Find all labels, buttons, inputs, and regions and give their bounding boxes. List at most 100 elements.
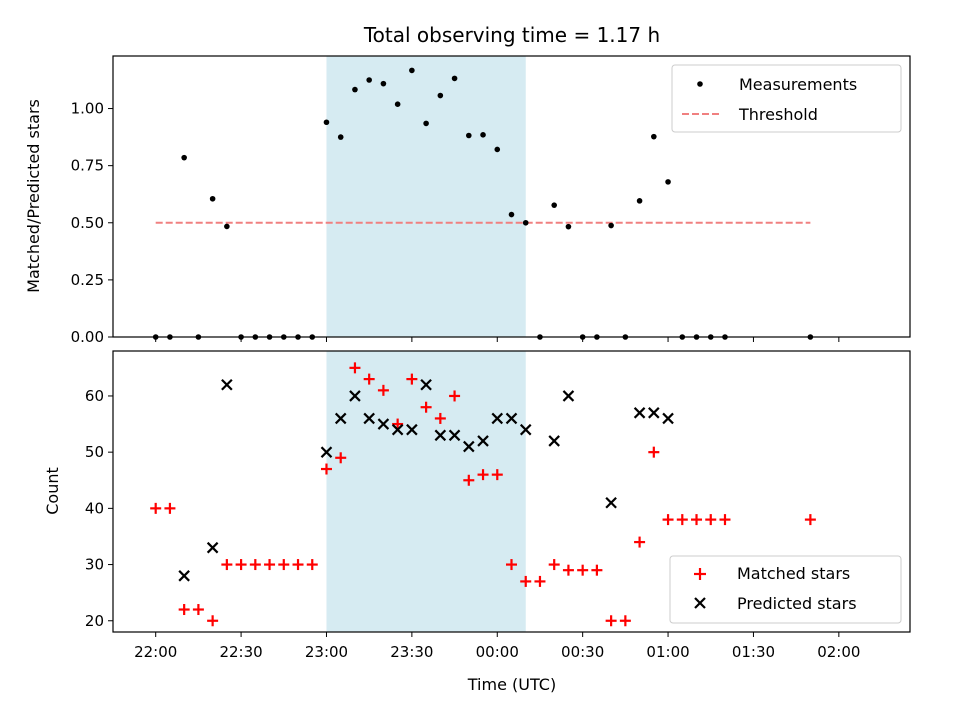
matched-star-point-17	[392, 418, 404, 430]
matched-star-point-40	[719, 514, 731, 526]
measurement-point-25	[508, 211, 515, 218]
measurement-point-16	[380, 80, 387, 87]
x-tick-label: 00:00	[476, 643, 519, 661]
predicted-star-stroke-b	[633, 407, 646, 419]
legend-measurements-label: Measurements	[739, 75, 857, 94]
predicted-star-stroke-b	[519, 423, 532, 436]
measurement-point-19	[423, 120, 429, 127]
predicted-star-stroke-b	[391, 423, 404, 436]
matched-star-point-0	[150, 502, 162, 514]
predicted-star-stroke-b	[505, 412, 518, 425]
matched-star-point-2	[178, 604, 190, 616]
predicted-star-stroke-b	[420, 378, 432, 391]
measurement-point-18	[409, 67, 415, 74]
legend-measurements-marker	[697, 81, 703, 87]
measurement-point-20	[437, 92, 444, 99]
matched-star-point-1	[164, 502, 176, 514]
measurement-point-14	[352, 86, 358, 93]
bottom-x-ticks: 22:00 22:30 23:00 23:30 00:00 00:30 01:00 01:30…	[134, 632, 860, 661]
predicted-star-points	[178, 378, 674, 582]
measurement-point-26	[522, 219, 529, 226]
matched-star-point-26	[520, 575, 532, 587]
matched-star-point-6	[235, 559, 247, 571]
bottom-y-tick-label: 60	[85, 387, 104, 405]
predicted-star-stroke-b	[320, 446, 333, 458]
predicted-star-point-13	[463, 440, 475, 453]
top-legend-box	[671, 64, 902, 133]
x-tick-label: 02:00	[817, 643, 860, 661]
predicted-star-stroke-b	[448, 429, 461, 442]
matched-star-point-38	[691, 514, 703, 526]
matched-star-points	[150, 362, 816, 627]
matched-star-point-35	[648, 446, 660, 458]
matched-star-point-41	[804, 514, 816, 526]
predicted-star-point-19	[562, 390, 575, 402]
x-tick-label: 23:30	[390, 643, 433, 661]
measurement-point-5	[224, 223, 230, 230]
matched-star-point-22	[463, 474, 475, 486]
x-tick-label: 22:00	[134, 643, 177, 661]
top-y-tick-label: 1.00	[71, 100, 104, 118]
matched-star-point-29	[562, 564, 574, 576]
predicted-star-point-12	[448, 429, 461, 442]
matched-star-point-5	[221, 559, 233, 571]
bottom-y-tick-label: 40	[85, 499, 104, 517]
predicted-star-point-5	[349, 390, 361, 402]
matched-star-point-28	[548, 559, 560, 571]
predicted-star-point-2	[221, 378, 233, 391]
predicted-star-point-3	[320, 446, 333, 458]
predicted-star-point-18	[548, 435, 560, 447]
bottom-axes-frame	[112, 350, 911, 633]
predicted-star-point-9	[406, 423, 418, 436]
matched-star-point-21	[449, 390, 461, 402]
matched-star-point-20	[434, 412, 446, 424]
matched-star-point-24	[491, 469, 503, 481]
predicted-star-stroke-b	[206, 541, 219, 554]
matched-star-point-30	[577, 564, 589, 576]
matched-star-point-23	[477, 469, 489, 481]
predicted-star-point-8	[391, 423, 404, 436]
x-tick-label: 01:30	[732, 643, 775, 661]
matched-star-point-10	[292, 559, 304, 571]
matched-star-point-19	[420, 401, 432, 413]
predicted-star-stroke-b	[377, 418, 390, 430]
legend-matched-label: Matched stars	[737, 564, 850, 583]
top-y-tick-label: 0.50	[71, 214, 104, 232]
predicted-star-stroke-b	[491, 412, 504, 425]
predicted-star-stroke-b	[221, 378, 233, 391]
predicted-star-point-11	[434, 429, 447, 442]
predicted-star-point-1	[206, 541, 219, 554]
predicted-star-stroke-b	[605, 496, 617, 509]
predicted-star-point-22	[648, 407, 660, 419]
matched-star-point-27	[534, 575, 546, 587]
legend-matched-marker	[694, 568, 706, 580]
predicted-star-stroke-b	[349, 390, 361, 402]
predicted-star-stroke-b	[648, 407, 660, 419]
matched-star-point-3	[192, 604, 204, 616]
x-tick-label: 22:30	[219, 643, 262, 661]
legend-predicted-marker	[694, 597, 706, 609]
matched-star-point-4	[207, 615, 219, 627]
matched-star-point-37	[676, 514, 688, 526]
top-y-tick-label: 0.25	[71, 271, 104, 289]
bottom-y-axis-label: Count	[43, 467, 62, 515]
predicted-star-point-10	[420, 378, 432, 391]
predicted-star-stroke-b	[363, 412, 375, 425]
top-y-tick-label: 0.00	[71, 328, 104, 346]
matched-star-point-8	[264, 559, 276, 571]
matched-star-point-7	[249, 559, 261, 571]
top-legend: Measurements Threshold	[671, 64, 902, 133]
measurement-point-15	[366, 77, 372, 83]
bottom-y-tick-label: 20	[85, 612, 104, 630]
bottom-y-ticks: 20 30 40 50 60	[85, 387, 113, 630]
measurement-point-4	[209, 195, 216, 202]
predicted-star-stroke-b	[662, 412, 674, 425]
predicted-star-point-14	[477, 435, 489, 447]
matched-star-point-33	[619, 615, 631, 627]
predicted-star-point-21	[633, 407, 646, 419]
predicted-star-point-15	[491, 412, 504, 425]
bottom-panel: 20 30 40 50 60 22:00 22:30 23:00 23:30 00:00 00:3…	[43, 350, 911, 694]
predicted-star-point-4	[334, 412, 347, 425]
measurement-point-13	[337, 134, 344, 140]
